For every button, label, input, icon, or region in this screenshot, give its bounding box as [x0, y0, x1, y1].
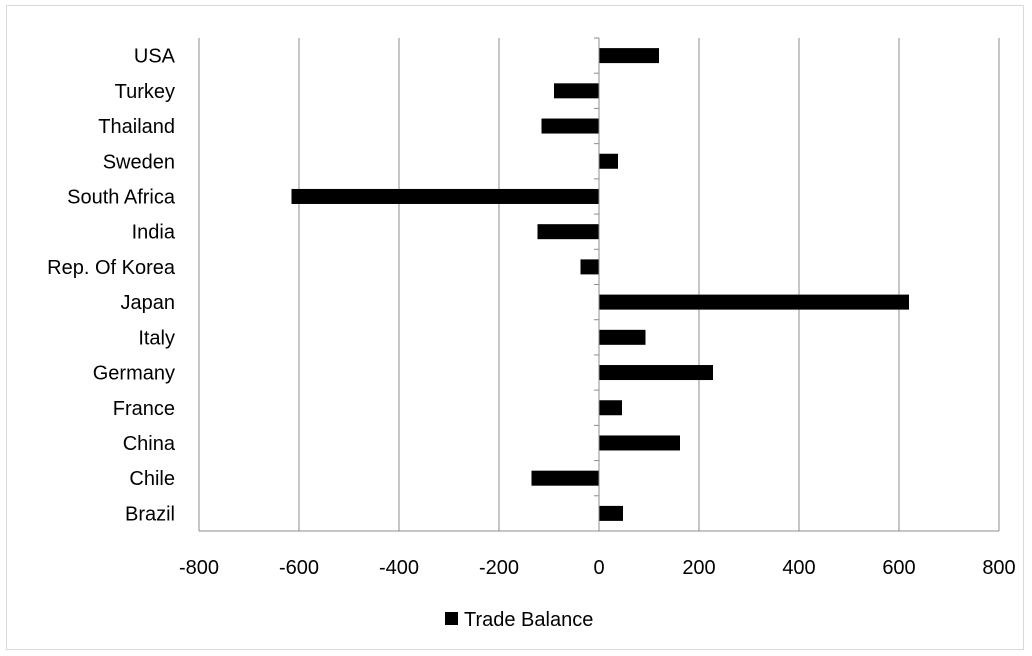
bar [531, 470, 599, 486]
bar [599, 153, 618, 169]
bar [599, 48, 659, 64]
category-label: Sweden [103, 151, 175, 173]
category-label: Germany [93, 363, 175, 385]
x-tick-label: 0 [593, 557, 604, 579]
category-label: Thailand [98, 116, 175, 138]
x-tick-label: -600 [279, 557, 319, 579]
gridlines [198, 38, 1000, 531]
bar [599, 400, 622, 416]
bar [554, 83, 599, 99]
category-label: Rep. Of Korea [47, 257, 176, 279]
x-tick-labels: -800 -600 -400 -200 0 200 400 600 800 [179, 557, 1016, 579]
category-label: Japan [121, 292, 176, 314]
bar [599, 435, 680, 451]
category-label: Italy [138, 327, 175, 349]
bar [599, 329, 646, 345]
bar [599, 365, 713, 381]
category-label: USA [134, 46, 176, 68]
category-label: China [123, 433, 176, 455]
category-label: South Africa [67, 186, 176, 208]
category-label: India [132, 222, 176, 244]
category-labels: Brazil Chile China France Germany Italy Japan R… [47, 46, 176, 526]
chart-area: Brazil Chile China France Germany Italy Japan R… [6, 5, 1024, 650]
x-tick-label: 800 [982, 557, 1015, 579]
x-tick-label: -800 [179, 557, 219, 579]
x-tick-label: -200 [479, 557, 519, 579]
bar [537, 224, 599, 240]
legend-swatch [445, 612, 458, 625]
bars [291, 48, 909, 521]
x-tick-label: 200 [682, 557, 715, 579]
category-label: Brazil [125, 503, 175, 525]
x-tick-label: 400 [782, 557, 815, 579]
bar [541, 118, 599, 134]
bar [599, 294, 909, 310]
legend-label: Trade Balance [464, 609, 593, 631]
bar [291, 188, 599, 204]
bar [599, 505, 623, 521]
x-tick-label: -400 [379, 557, 419, 579]
category-label: Chile [129, 468, 175, 490]
bar [580, 259, 599, 275]
axes [199, 37, 999, 532]
legend: Trade Balance [445, 609, 593, 631]
category-label: France [113, 398, 175, 420]
category-label: Turkey [115, 81, 175, 103]
x-tick-label: 600 [882, 557, 915, 579]
bar-chart: Brazil Chile China France Germany Italy Japan R… [47, 37, 1016, 631]
